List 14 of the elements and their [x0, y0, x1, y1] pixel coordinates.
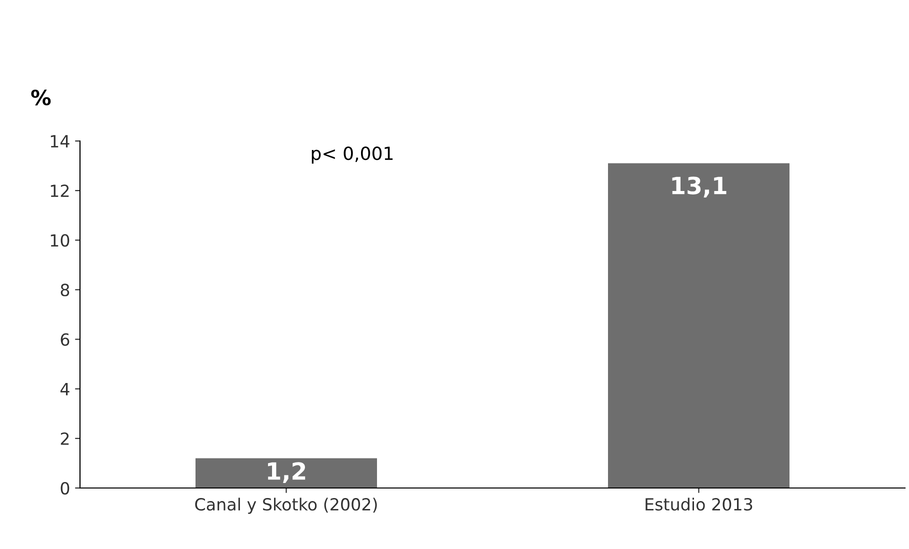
x-tick-label: Estudio 2013 [646, 498, 752, 511]
y-tick-label: 2 [60, 432, 69, 445]
y-tick-label: 14 [50, 135, 70, 148]
y-tick-label: 0 [60, 482, 70, 495]
y-tick-label: 10 [50, 234, 70, 247]
y-tick-label: 12 [50, 184, 69, 197]
annotation: p< 0,001 [312, 146, 393, 164]
y-axis-title: % [31, 90, 51, 106]
data-label: 1,2 [268, 462, 306, 483]
data-label: 13,1 [672, 176, 726, 198]
y-tick-label: 8 [60, 284, 70, 296]
y-tick-label: 4 [60, 383, 70, 396]
y-tick-label: 6 [60, 333, 70, 346]
x-tick-label: Canal y Skotko (2002) [195, 498, 377, 514]
